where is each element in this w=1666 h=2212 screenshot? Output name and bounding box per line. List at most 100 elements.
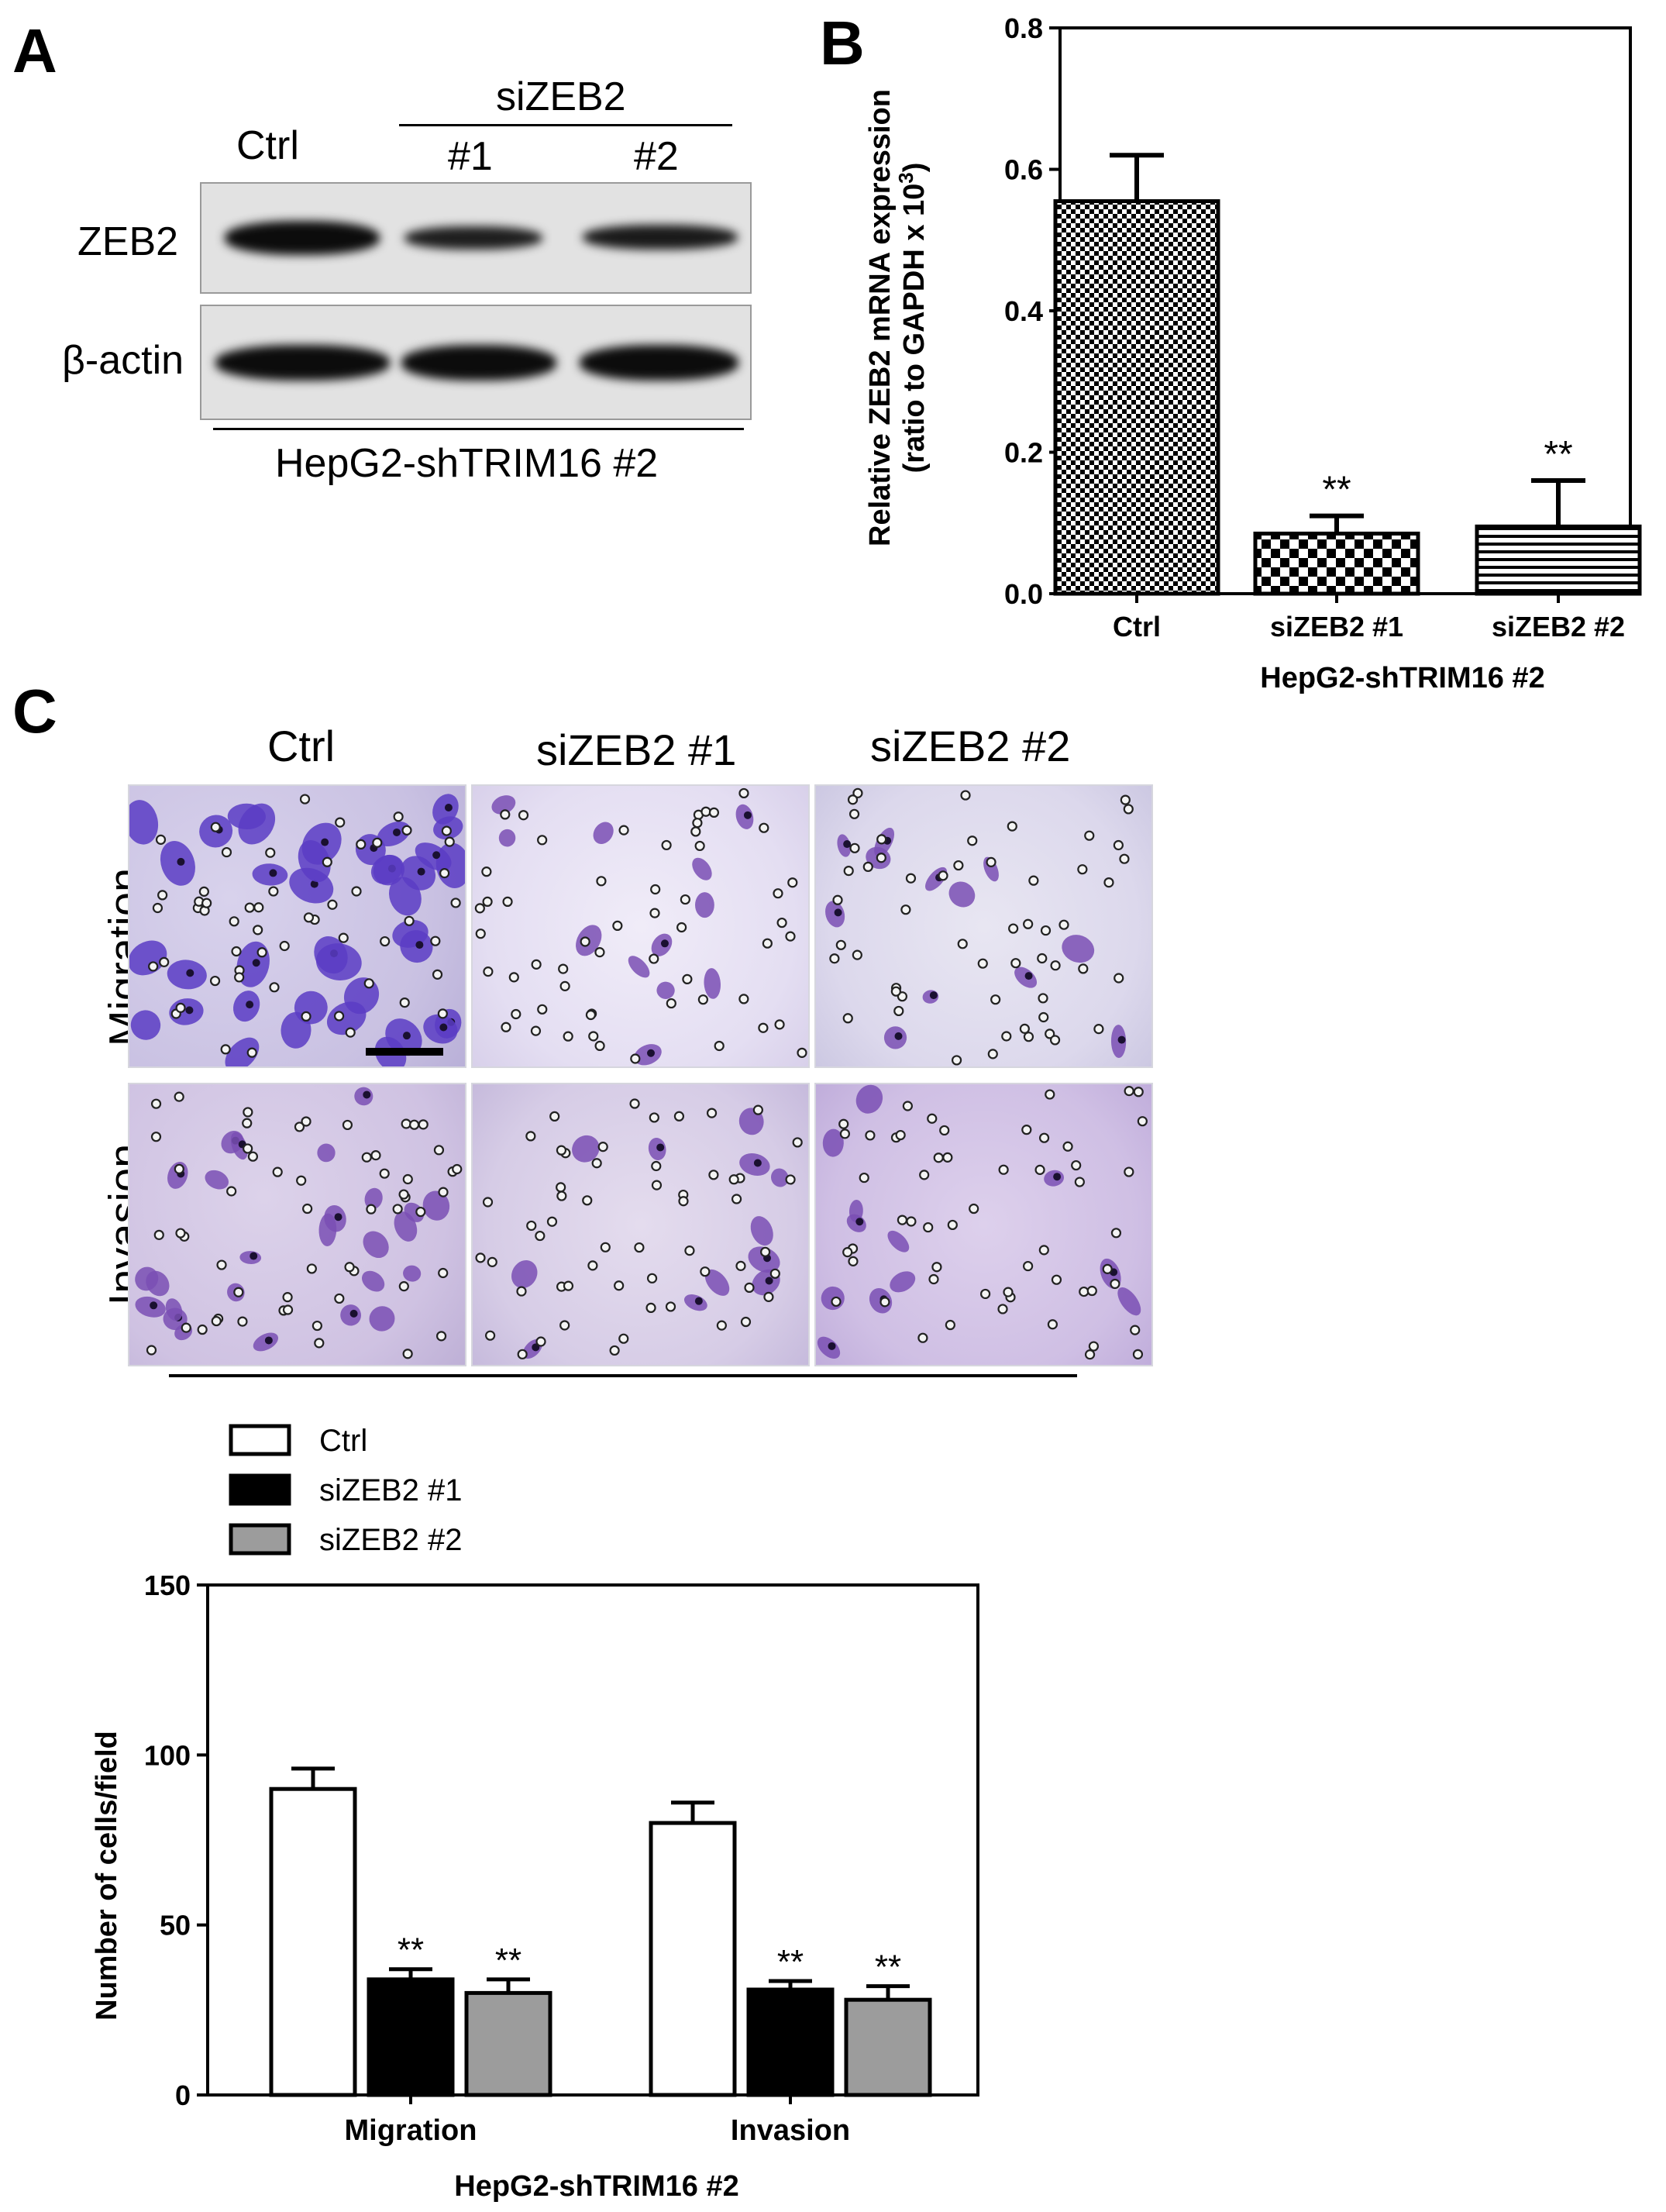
membrane-pore: [947, 1219, 958, 1231]
membrane-pore: [556, 1182, 566, 1193]
membrane-pore: [211, 1315, 222, 1327]
membrane-pore: [938, 870, 948, 881]
membrane-pore: [905, 873, 917, 884]
chart-c-xlabel: HepG2-shTRIM16 #2: [454, 2170, 738, 2203]
membrane-pore: [594, 947, 605, 958]
membrane-pore: [666, 997, 676, 1009]
membrane-pore: [294, 1122, 305, 1132]
membrane-pore: [1113, 839, 1124, 851]
membrane-pore: [838, 1118, 849, 1129]
stained-cell: [227, 803, 266, 830]
membrane-pore: [760, 1246, 771, 1257]
membrane-pore: [785, 1174, 796, 1185]
membrane-pore: [150, 1132, 162, 1142]
membrane-pore: [435, 1331, 447, 1342]
membrane-pore: [1038, 1245, 1049, 1256]
membrane-pore: [1137, 1116, 1148, 1127]
cell-nucleus: [828, 1342, 836, 1350]
membrane-pore: [433, 1145, 445, 1156]
membrane-pore: [580, 936, 590, 947]
membrane-pore: [345, 1027, 356, 1038]
membrane-pore: [928, 1273, 939, 1285]
membrane-pore: [738, 994, 749, 1004]
chart-b-xtick-label: siZEB2 #1: [1270, 611, 1403, 643]
membrane-pore: [618, 1333, 629, 1344]
membrane-pore: [700, 1266, 711, 1277]
membrane-pore: [485, 1330, 496, 1341]
cell-nucleus: [393, 828, 401, 836]
membrane-pore: [253, 925, 263, 935]
membrane-pore: [174, 1091, 184, 1102]
membrane-pore: [379, 1168, 390, 1179]
membrane-pore: [155, 834, 167, 845]
chart-c-legend-label: Ctrl: [319, 1424, 367, 1458]
membrane-pore: [600, 1242, 611, 1252]
membrane-pore: [649, 908, 660, 918]
stained-cell: [363, 1231, 389, 1259]
membrane-pore: [210, 822, 221, 832]
membrane-pore: [1124, 1166, 1134, 1177]
membrane-pore: [1023, 1032, 1034, 1042]
membrane-pore: [716, 1320, 727, 1331]
chart-c-bar: [649, 1821, 737, 2097]
membrane-pore: [752, 1104, 763, 1115]
cell-nucleus: [150, 1301, 158, 1310]
membrane-pore: [1132, 1349, 1144, 1359]
membrane-pore: [559, 980, 570, 991]
membrane-pore: [684, 1246, 695, 1256]
membrane-pore: [1084, 1349, 1096, 1360]
membrane-pore: [153, 1229, 164, 1240]
stained-cell: [318, 1213, 337, 1246]
membrane-pore: [1130, 1325, 1141, 1335]
membrane-pore: [272, 1166, 283, 1177]
membrane-pore: [366, 1204, 377, 1215]
membrane-pore: [848, 808, 860, 819]
membrane-pore: [342, 1119, 353, 1131]
stained-cell: [130, 1010, 161, 1040]
membrane-pore: [847, 794, 859, 805]
membrane-pore: [482, 1197, 494, 1208]
membrane-pore: [1088, 1341, 1100, 1352]
cell-nucleus: [647, 1049, 656, 1057]
stained-cell: [498, 829, 516, 847]
membrane-pore: [181, 1322, 191, 1333]
membrane-pore: [361, 1152, 372, 1163]
membrane-pore: [302, 1203, 313, 1215]
micrograph-migration-ctrl: [128, 784, 466, 1068]
membrane-pore: [591, 1158, 602, 1169]
cell-nucleus: [432, 851, 441, 860]
chart-b-ytick-label: 0.0: [1004, 578, 1043, 610]
membrane-pore: [174, 1163, 184, 1174]
stained-cell: [326, 1001, 367, 1035]
membrane-pore: [917, 1332, 928, 1343]
membrane-pore: [865, 1130, 876, 1141]
membrane-pore: [673, 1111, 685, 1122]
membrane-pore: [1103, 877, 1114, 888]
stained-cell: [281, 1011, 312, 1049]
membrane-pore: [842, 1247, 853, 1258]
membrane-pore: [1045, 1089, 1055, 1100]
membrane-pore: [1010, 958, 1021, 969]
membrane-pore: [1038, 1011, 1049, 1023]
membrane-pore: [402, 1349, 413, 1359]
membrane-pore: [650, 884, 661, 895]
cell-nucleus: [694, 1297, 703, 1305]
membrane-pore: [676, 922, 687, 933]
membrane-pore: [852, 787, 863, 798]
membrane-pore: [549, 1111, 560, 1122]
cell-nucleus: [310, 880, 318, 888]
membrane-pore: [237, 1316, 248, 1327]
membrane-pore: [597, 1142, 608, 1153]
membrane-pore: [945, 1319, 955, 1331]
stained-cell: [770, 1168, 789, 1187]
membrane-pore: [776, 917, 787, 929]
membrane-pore: [441, 825, 452, 836]
chart-c-axes: [206, 1583, 979, 2097]
membrane-pore: [338, 932, 349, 943]
membrane-pore: [665, 1301, 676, 1312]
chart-b-bar: [1053, 199, 1220, 596]
membrane-pore: [157, 890, 168, 901]
membrane-pore: [634, 1242, 645, 1253]
membrane-pore: [1120, 794, 1131, 805]
row-label-zeb2: ZEB2: [77, 219, 179, 264]
